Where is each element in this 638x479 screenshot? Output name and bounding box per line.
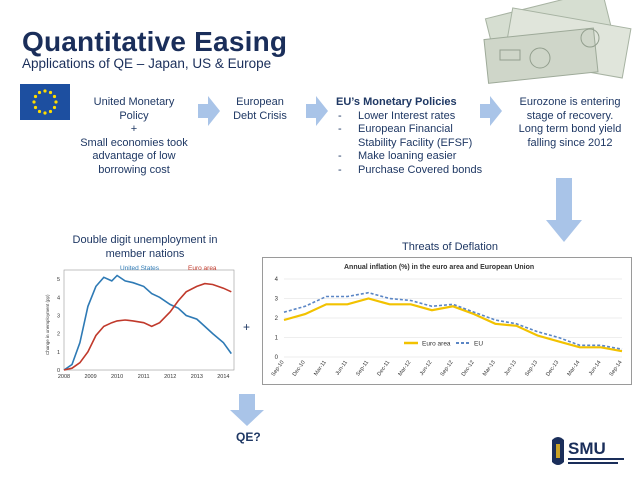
policies-list: Lower Interest rates European Financial … (336, 110, 486, 178)
x-tick-label: 2014 (217, 374, 229, 380)
y-tick-label: 2 (57, 332, 60, 338)
y-tick-label: 0 (57, 368, 60, 374)
svg-text:SMU: SMU (568, 439, 606, 458)
qe-question-label: QE? (236, 430, 261, 444)
flow-text: advantage of low (92, 150, 176, 162)
flow-box-recovery: Eurozone is entering stage of recovery. … (508, 96, 632, 150)
y-tick-label: 3 (57, 313, 60, 319)
chart-title: Annual inflation (%) in the euro area an… (344, 264, 534, 271)
flow-text: Small economies took (80, 136, 188, 149)
flow-text: borrowing cost (98, 163, 170, 176)
inflation-chart: Annual inflation (%) in the euro area an… (262, 257, 632, 385)
list-item: Make loaning easier (336, 150, 486, 164)
y-axis-label: Change in unemployment (pp) (45, 294, 50, 355)
x-tick-label: 2013 (191, 374, 203, 380)
x-tick-label: 2012 (164, 374, 176, 380)
flow-text: Policy (119, 109, 149, 122)
list-item: Purchase Covered bonds (336, 164, 486, 178)
legend-eu-label: EU (474, 341, 483, 348)
chart-frame (262, 257, 632, 385)
x-tick-label: 2011 (138, 374, 150, 380)
y-tick-label: 4 (275, 277, 279, 283)
list-item: Lower Interest rates (336, 110, 486, 124)
x-tick-label: 2010 (111, 374, 123, 380)
smu-logo: SMU (552, 437, 624, 465)
series-line-eu (283, 291, 623, 350)
y-tick-label: 3 (275, 297, 279, 303)
plot-area (63, 269, 235, 371)
page-title: Quantitative Easing (22, 26, 288, 57)
y-tick-label: 1 (57, 350, 60, 356)
page-subtitle: Applications of QE – Japan, US & Europe (22, 56, 272, 71)
arrow-right-icon (306, 96, 328, 126)
flow-text: falling since 2012 (527, 136, 613, 149)
series-line-euro-area (63, 282, 232, 371)
unemployment-chart: 0 1 2 3 4 5 2008 2009 2010 2011 2012 2013 2014 Chang… (45, 265, 235, 380)
y-tick-label: 4 (57, 295, 60, 301)
plus-sign: + (243, 320, 251, 334)
deflation-label: Threats of Deflation (402, 241, 498, 253)
x-tick-label: 2008 (58, 374, 70, 380)
flow-text: United Monetary (93, 96, 175, 108)
flow-box-debt-crisis: European Debt Crisis (224, 96, 296, 123)
eu-flag-icon (20, 84, 70, 120)
list-item: European Financial Stability Facility (E… (336, 123, 486, 150)
flow-box-us-policy: United Monetary Policy + Small economies… (74, 96, 194, 177)
arrow-right-icon (480, 96, 502, 126)
flow-text: + (130, 123, 138, 135)
y-tick-label: 1 (275, 336, 279, 342)
flow-text: European (236, 96, 284, 108)
arrow-right-icon (198, 96, 220, 126)
unemployment-label: Double digit unemployment in member nati… (72, 234, 218, 260)
flow-text: Debt Crisis (233, 109, 287, 122)
money-image (483, 0, 632, 84)
series-line-united-states (63, 274, 232, 371)
x-tick-label: 2009 (84, 374, 96, 380)
series-line-euro-area (283, 297, 623, 353)
policies-heading: EU’s Monetary Policies (336, 96, 457, 108)
legend-us-label: United States (120, 265, 160, 272)
legend-euro-label: Euro area (188, 265, 217, 272)
arrow-down-icon (546, 178, 582, 242)
y-tick-label: 2 (275, 316, 279, 322)
y-tick-label: 0 (275, 355, 279, 361)
y-tick-label: 5 (57, 277, 60, 283)
flow-text: stage of recovery. (526, 109, 614, 122)
arrow-down-icon (230, 394, 264, 426)
flow-box-eu-policies: EU’s Monetary Policies Lower Interest ra… (336, 96, 486, 177)
flow-text: Long term bond yield (518, 123, 622, 135)
legend-euro-area-label: Euro area (422, 341, 451, 348)
flow-text: Eurozone is entering (519, 96, 621, 108)
